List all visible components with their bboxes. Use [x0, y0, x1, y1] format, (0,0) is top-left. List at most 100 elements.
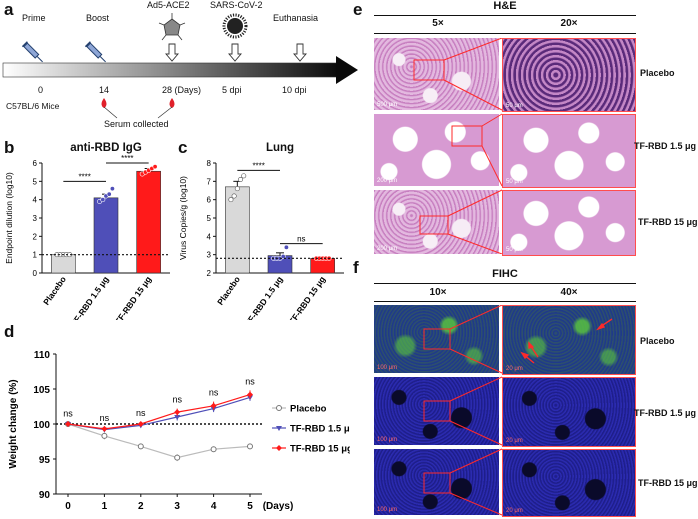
x-axis-label: (Days): [263, 501, 294, 512]
he-mag-low: 5×: [432, 18, 444, 29]
adenovirus-icon: [158, 13, 186, 41]
blood-drop-icon: [101, 98, 175, 108]
x-tick-label: 5: [247, 501, 253, 512]
chart-d: 90 95 100 105 110 Weight change (%) 0 1 2 3 4 5 (Day…: [8, 350, 350, 512]
he-row-high: TF-RBD 15 μg: [638, 217, 698, 227]
data-point: [247, 391, 253, 398]
fihc-zoom-indicators: [423, 305, 613, 516]
y-tick-label: 100: [33, 420, 50, 431]
panel-label-f: f: [353, 258, 359, 277]
data-point: [228, 197, 234, 203]
y-axis-label: Weight change (%): [8, 379, 19, 468]
coronavirus-icon: [222, 13, 248, 39]
data-point: [152, 164, 158, 170]
fihc-high-40x: 20 μm: [502, 449, 636, 517]
he-high-5x: 200 μm: [374, 190, 499, 254]
annotation-ns: ns: [136, 408, 146, 418]
significance-label: ns: [297, 235, 305, 244]
legend-marker: [276, 426, 282, 431]
y-tick-label: 7: [207, 177, 212, 186]
data-point: [247, 443, 253, 450]
data-point: [280, 254, 286, 260]
fihc-placebo-40x: 20 μm: [502, 305, 636, 375]
mice-label: C57BL/6 Mice: [6, 101, 60, 111]
data-point: [137, 421, 144, 427]
arrow-down-icons: [165, 43, 307, 62]
he-mag-high: 20×: [560, 18, 578, 29]
day-10dpi-label: 10 dpi: [282, 85, 307, 95]
legend-label: TF-RBD 15 μg: [290, 444, 350, 455]
data-point: [137, 443, 144, 450]
day-14-label: 14: [99, 85, 110, 95]
day-28-label: 28 (Days): [162, 85, 202, 95]
day-5dpi-label: 5 dpi: [222, 85, 242, 95]
serum-label: Serum collected: [104, 119, 169, 129]
data-point: [101, 432, 108, 439]
significance-label: ****: [252, 161, 264, 170]
y-tick-label: 3: [207, 251, 212, 260]
chart-c-title: Lung: [265, 142, 295, 154]
timeline-bar: [2, 62, 340, 78]
annotation-ns: ns: [172, 395, 182, 405]
y-tick-label: 8: [207, 159, 212, 168]
bar-1: [93, 197, 119, 274]
event-prime-label: Prime: [22, 13, 46, 23]
annotation-ns: ns: [209, 388, 219, 398]
x-tick-label: TF-RBD 15 μg: [287, 274, 327, 320]
x-tick-label: TF-RBD 15 μg: [113, 274, 153, 320]
day-0-label: 0: [38, 85, 44, 95]
x-tick-label: 3: [174, 501, 180, 512]
fihc-row-placebo: Placebo: [640, 336, 675, 346]
legend-label: TF-RBD 1.5 μg: [290, 424, 350, 435]
data-point: [65, 421, 71, 427]
x-tick-label: TF-RBD 1.5 μg: [243, 274, 285, 320]
data-point: [174, 409, 181, 416]
data-point: [241, 173, 247, 179]
y-tick-label: 6: [207, 196, 212, 205]
fihc-mag-high: 40×: [560, 287, 578, 298]
event-euthanasia-label: Euthanasia: [273, 13, 319, 23]
event-boost-label: Boost: [86, 13, 110, 23]
data-point: [109, 186, 115, 192]
x-tick-label: 0: [65, 501, 71, 512]
y-tick-label: 5: [207, 214, 212, 223]
he-row-placebo: Placebo: [640, 68, 675, 78]
y-axis-label: Endpoint dilution (log10): [4, 172, 14, 264]
data-point: [283, 244, 289, 250]
x-tick-label: 2: [138, 501, 144, 512]
data-point: [231, 193, 237, 199]
timeline-arrowhead: [336, 56, 358, 84]
y-tick-label: 5: [33, 177, 38, 186]
data-point: [174, 415, 181, 420]
data-point: [100, 197, 106, 203]
x-tick-label: Placebo: [215, 274, 242, 306]
event-sars-label: SARS-CoV-2: [210, 0, 263, 10]
panel-label-b: b: [4, 138, 15, 157]
chart-b-title: anti-RBD IgG: [70, 142, 142, 154]
data-point: [106, 191, 112, 197]
y-tick-label: 95: [39, 455, 51, 466]
legend-marker: [276, 405, 282, 411]
y-tick-label: 2: [33, 232, 38, 241]
series-line-1: [67, 396, 251, 431]
y-tick-label: 2: [207, 269, 212, 278]
significance-label: ****: [121, 155, 133, 163]
x-tick-label: 4: [211, 501, 217, 512]
he-high-20x: 50 μm: [502, 190, 636, 256]
annotation-ns: ns: [100, 413, 110, 423]
fihc-title: FIHC: [492, 268, 518, 280]
y-tick-label: 1: [33, 251, 38, 260]
x-tick-label: 1: [102, 501, 108, 512]
y-tick-label: 90: [39, 490, 51, 501]
y-tick-label: 4: [207, 232, 212, 241]
data-point: [238, 176, 244, 182]
timeline-diagram: [2, 13, 358, 119]
he-low-20x: 50 μm: [502, 114, 636, 188]
he-row-low: TF-RBD 1.5 μg: [634, 141, 697, 151]
data-point: [210, 402, 217, 409]
y-tick-label: 6: [33, 159, 38, 168]
data-point: [210, 446, 217, 453]
data-point: [174, 454, 181, 461]
